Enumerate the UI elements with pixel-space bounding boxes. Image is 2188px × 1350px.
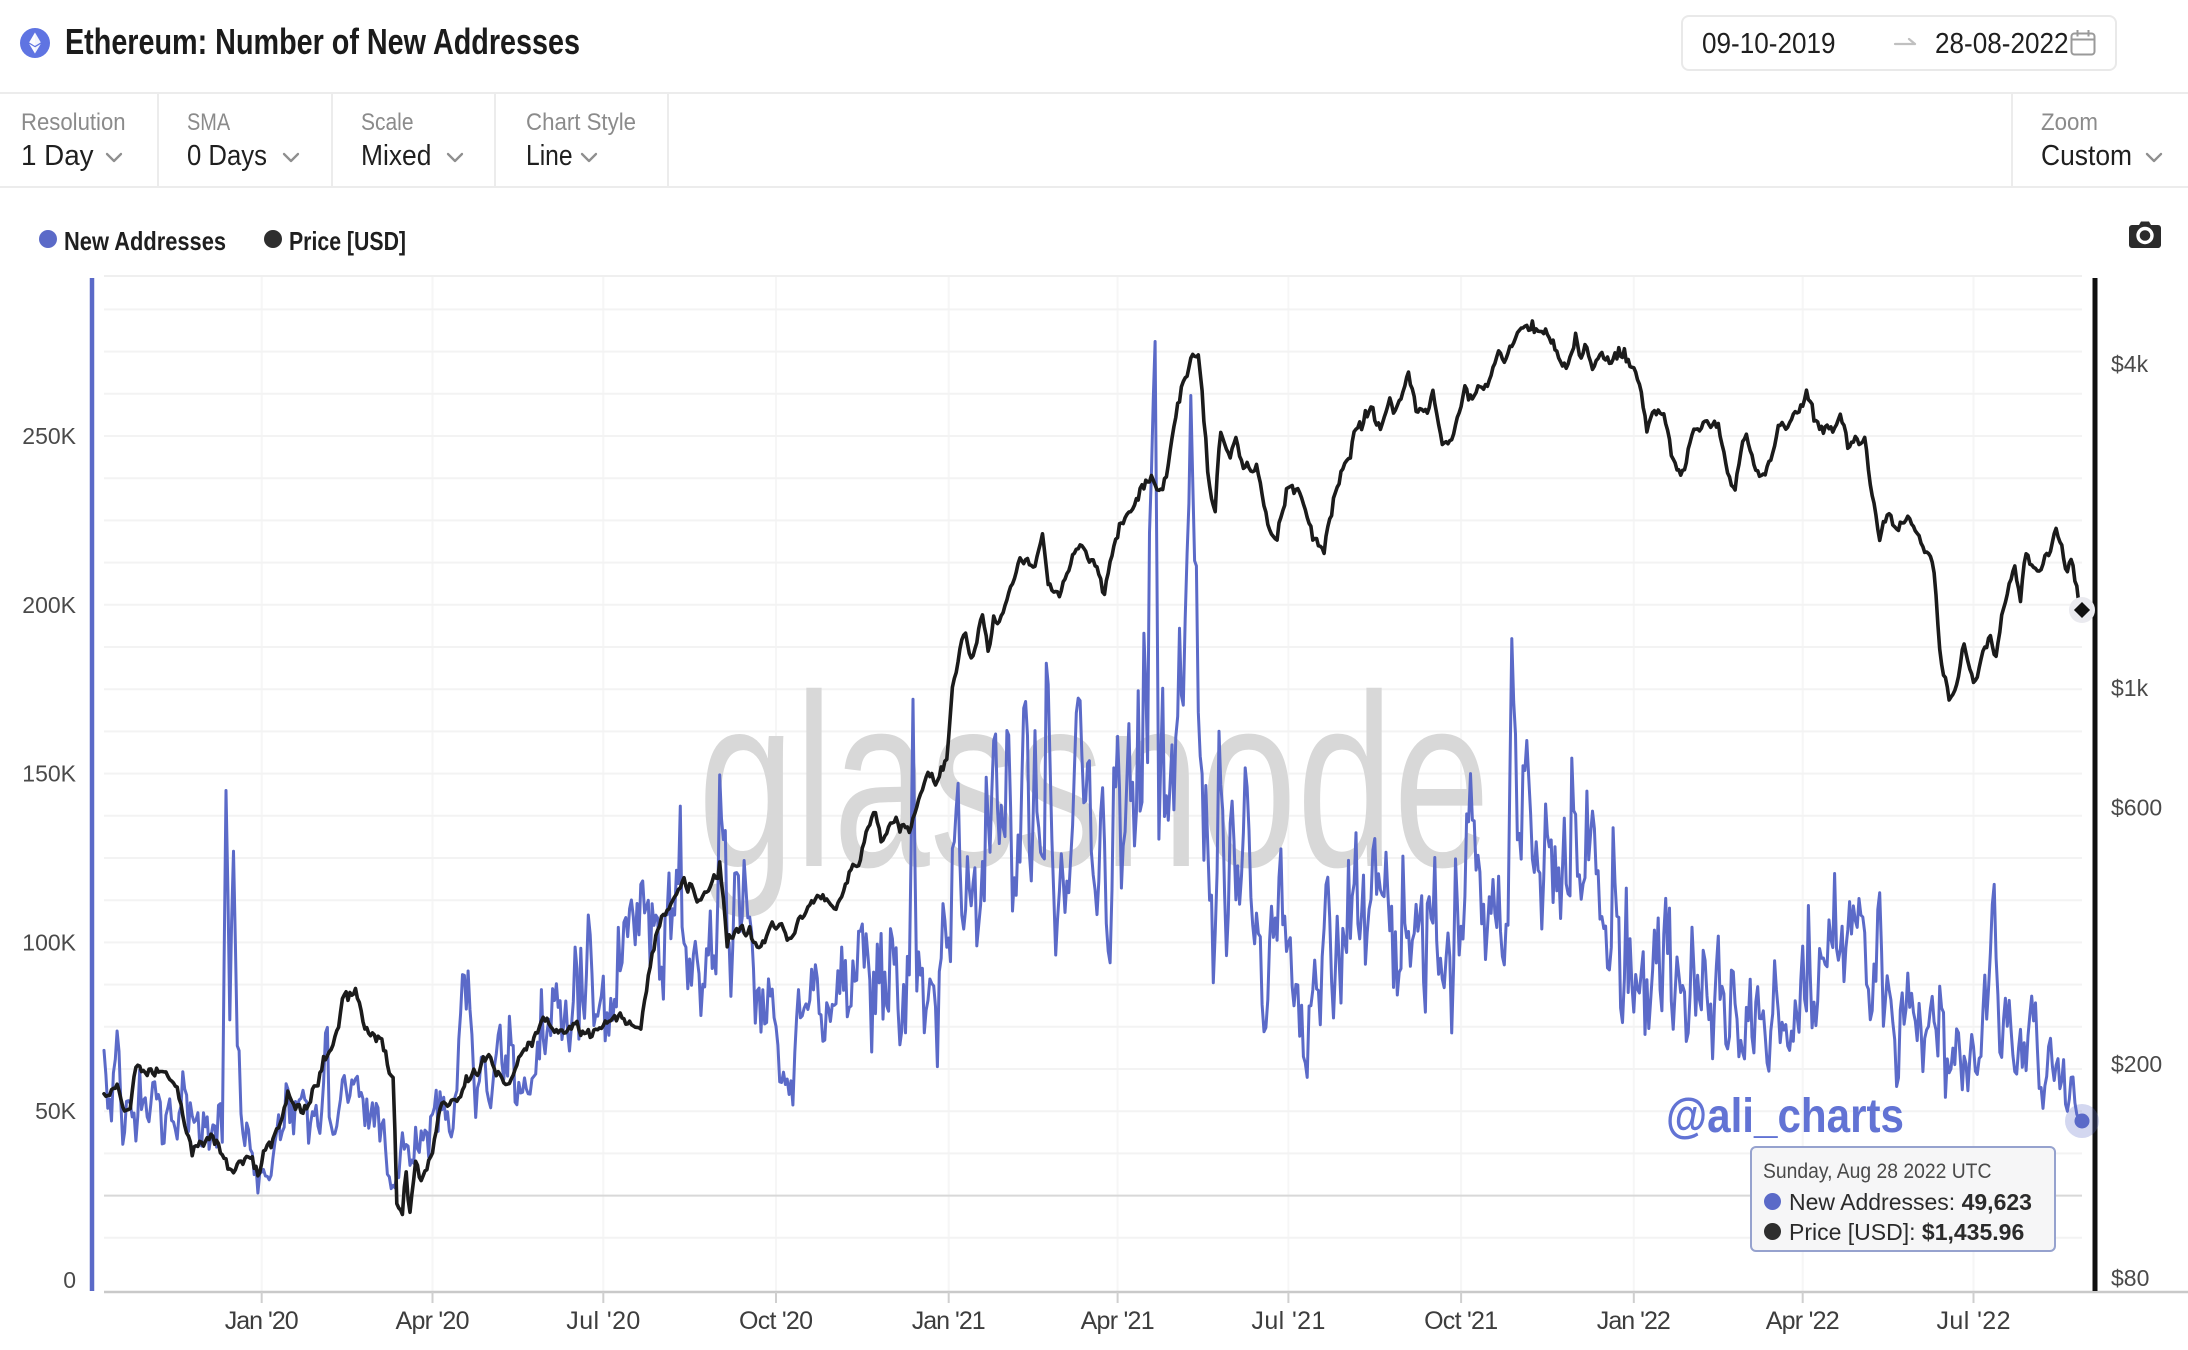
svg-text:250K: 250K xyxy=(22,423,76,449)
svg-text:$1k: $1k xyxy=(2111,675,2149,701)
svg-text:Jan '21: Jan '21 xyxy=(912,1307,986,1335)
svg-text:$80: $80 xyxy=(2111,1265,2149,1291)
svg-text:Oct '21: Oct '21 xyxy=(1424,1307,1498,1335)
svg-text:@ali_charts: @ali_charts xyxy=(1666,1090,1904,1143)
svg-text:$4k: $4k xyxy=(2111,351,2149,377)
svg-text:Apr '21: Apr '21 xyxy=(1081,1307,1155,1335)
svg-text:Jan '20: Jan '20 xyxy=(225,1307,299,1335)
svg-text:Ethereum: Number of New Addres: Ethereum: Number of New Addresses xyxy=(65,21,580,62)
svg-text:$200: $200 xyxy=(2111,1051,2162,1077)
svg-text:Jul '21: Jul '21 xyxy=(1251,1307,1325,1335)
svg-text:Jul '22: Jul '22 xyxy=(1937,1307,2011,1335)
svg-text:Oct '20: Oct '20 xyxy=(739,1307,813,1335)
svg-text:50K: 50K xyxy=(35,1098,77,1124)
svg-text:200K: 200K xyxy=(22,592,76,618)
svg-text:Apr '22: Apr '22 xyxy=(1766,1307,1840,1335)
svg-text:Jan '22: Jan '22 xyxy=(1597,1307,1671,1335)
svg-text:$600: $600 xyxy=(2111,794,2162,820)
svg-text:Jul '20: Jul '20 xyxy=(566,1307,640,1335)
svg-text:150K: 150K xyxy=(22,761,76,787)
svg-text:Apr '20: Apr '20 xyxy=(396,1307,470,1335)
svg-text:100K: 100K xyxy=(22,929,76,955)
svg-text:0: 0 xyxy=(63,1267,76,1293)
